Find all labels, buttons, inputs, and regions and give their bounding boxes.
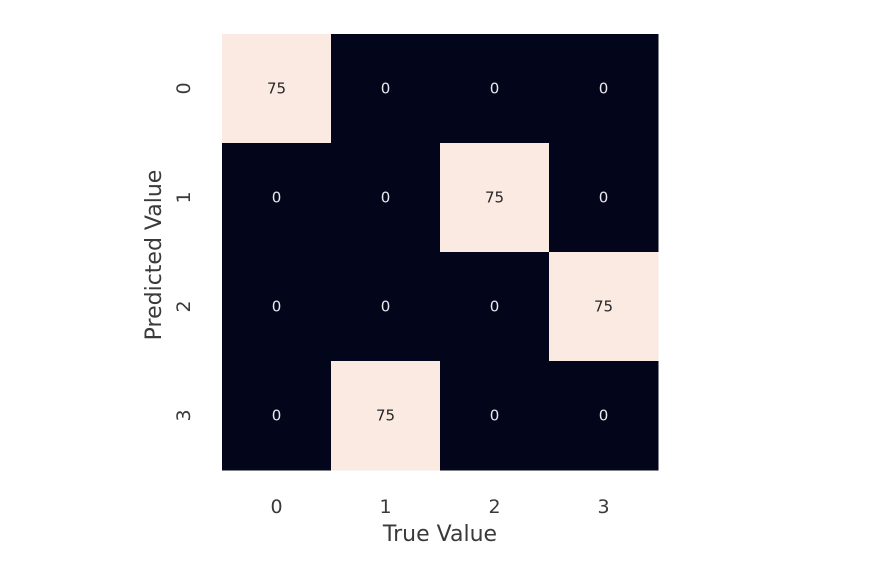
y-axis-label: Predicted Value [142, 170, 167, 341]
heatmap-cell-r1-c3 [549, 143, 659, 253]
heatmap-cell-r0-c1 [331, 34, 441, 144]
heatmap-cell-r1-c2 [440, 143, 550, 253]
y-tick-label-2: 2 [173, 300, 195, 312]
heatmap-cell-r0-c3 [549, 34, 659, 144]
x-axis-label: True Value [382, 522, 497, 547]
cell-annotation-r1-c1: 0 [381, 189, 391, 207]
heatmap-cell-r1-c0 [222, 143, 332, 253]
cell-annotation-r2-c2: 0 [490, 298, 500, 316]
heatmap-cells [222, 34, 659, 471]
x-tick-label-2: 2 [488, 496, 500, 518]
cell-annotation-r1-c0: 0 [272, 189, 282, 207]
cell-annotation-r2-c3: 75 [594, 298, 613, 316]
y-tick-label-3: 3 [173, 409, 195, 421]
cell-annotation-r0-c3: 0 [599, 80, 609, 98]
x-tick-label-1: 1 [379, 496, 391, 518]
heatmap-cell-r0-c0 [222, 34, 332, 144]
x-tick-label-0: 0 [270, 496, 282, 518]
x-tick-labels: 0 1 2 3 [270, 496, 609, 518]
cell-annotation-r3-c3: 0 [599, 407, 609, 425]
y-tick-label-0: 0 [173, 82, 195, 94]
cell-annotation-r0-c2: 0 [490, 80, 500, 98]
heatmap-cell-r2-c2 [440, 252, 550, 362]
cell-annotation-r0-c1: 0 [381, 80, 391, 98]
heatmap-cell-r3-c2 [440, 361, 550, 471]
heatmap-cell-r3-c1 [331, 361, 441, 471]
heatmap-cell-r2-c1 [331, 252, 441, 362]
cell-annotation-r3-c1: 75 [376, 407, 395, 425]
y-tick-label-1: 1 [173, 191, 195, 203]
cell-annotation-r3-c0: 0 [272, 407, 282, 425]
heatmap-cell-r0-c2 [440, 34, 550, 144]
cell-annotation-r2-c0: 0 [272, 298, 282, 316]
heatmap-cell-r2-c0 [222, 252, 332, 362]
cell-annotation-r0-c0: 75 [267, 80, 286, 98]
x-tick-label-3: 3 [597, 496, 609, 518]
heatmap-cell-r1-c1 [331, 143, 441, 253]
heatmap-cell-r2-c3 [549, 252, 659, 362]
cell-annotation-r2-c1: 0 [381, 298, 391, 316]
heatmap-cell-r3-c0 [222, 361, 332, 471]
heatmap-cell-r3-c3 [549, 361, 659, 471]
cell-annotations: 75 0 0 0 0 0 75 0 0 0 0 75 0 75 0 0 [267, 80, 613, 425]
cell-annotation-r3-c2: 0 [490, 407, 500, 425]
cell-annotation-r1-c3: 0 [599, 189, 609, 207]
cell-annotation-r1-c2: 75 [485, 189, 504, 207]
y-tick-labels: 0 1 2 3 [173, 82, 195, 421]
